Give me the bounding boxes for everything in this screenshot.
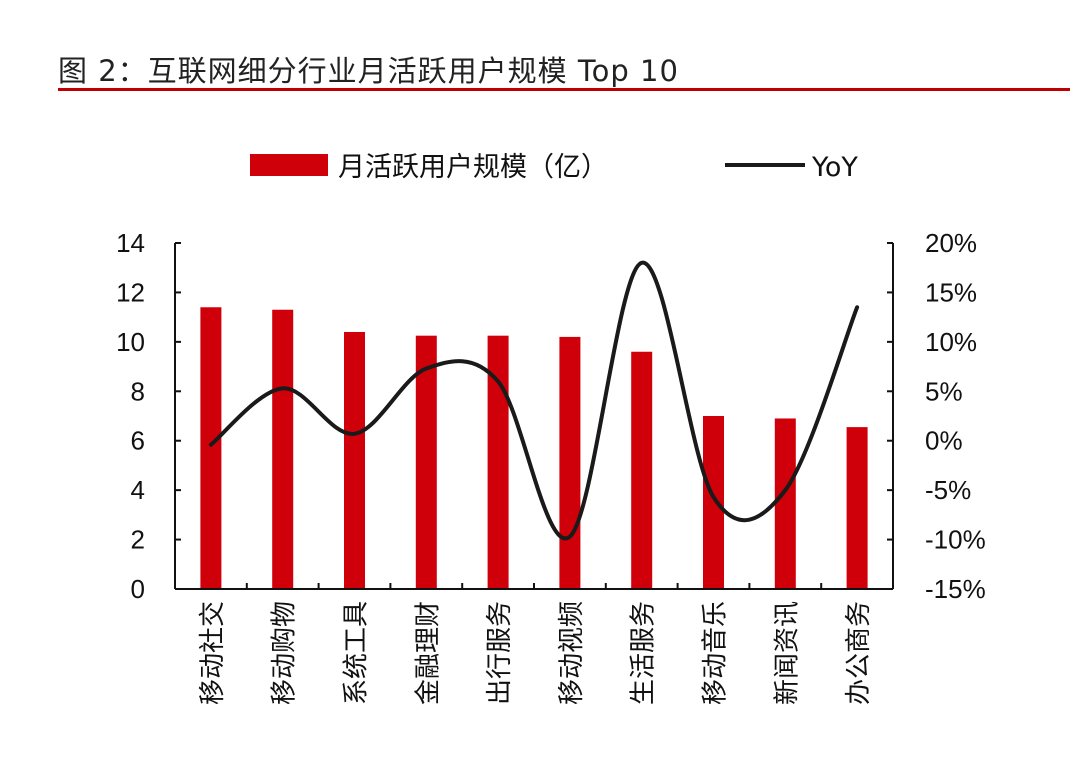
category-label: 出行服务 — [485, 601, 515, 705]
right-tick-label: 15% — [925, 277, 977, 307]
right-tick-label: 0% — [925, 426, 963, 456]
left-tick-label: 12 — [116, 277, 145, 307]
left-tick-label: 6 — [131, 426, 145, 456]
bar-出行服务 — [487, 335, 509, 589]
bar-移动购物 — [272, 309, 294, 589]
category-label: 移动视频 — [557, 601, 587, 705]
right-tick-label: 20% — [925, 228, 977, 258]
bar-金融理财 — [415, 335, 437, 589]
category-label: 新闻资讯 — [772, 601, 802, 705]
category-label: 移动购物 — [270, 601, 300, 705]
left-tick-label: 14 — [116, 228, 145, 258]
right-tick-label: -15% — [925, 574, 986, 604]
right-tick-label: 10% — [925, 327, 977, 357]
bar-新闻资讯 — [774, 418, 796, 589]
title-underline — [58, 88, 1070, 91]
bar-移动音乐 — [703, 416, 724, 589]
legend-line-label: YoY — [811, 152, 858, 183]
category-label: 办公商务 — [844, 601, 874, 705]
legend: 月活跃用户规模（亿） YoY — [250, 152, 858, 183]
right-tick-label: -5% — [925, 475, 971, 505]
category-label: 系统工具 — [342, 601, 372, 705]
yoy-line — [208, 260, 860, 541]
category-label: 移动社交 — [198, 601, 228, 705]
bar-系统工具 — [344, 331, 365, 589]
legend-bar-label: 月活跃用户规模（亿） — [338, 152, 608, 183]
right-tick-label: 5% — [925, 376, 963, 406]
category-label: 金融理财 — [413, 601, 443, 705]
right-tick-label: -10% — [925, 525, 986, 555]
left-tick-label: 2 — [131, 525, 145, 555]
bar-生活服务 — [631, 351, 653, 589]
category-label: 移动音乐 — [701, 601, 731, 705]
bar-移动社交 — [200, 307, 222, 589]
bar-移动视频 — [559, 336, 581, 589]
left-tick-label: 4 — [131, 475, 145, 505]
chart-title: 图 2：互联网细分行业月活跃用户规模 Top 10 — [58, 54, 679, 88]
category-label: 生活服务 — [629, 601, 659, 705]
legend-bar-swatch — [250, 154, 328, 176]
left-tick-label: 10 — [116, 327, 145, 357]
bar-办公商务 — [846, 427, 868, 589]
left-tick-label: 8 — [131, 376, 145, 406]
left-tick-label: 0 — [131, 574, 145, 604]
